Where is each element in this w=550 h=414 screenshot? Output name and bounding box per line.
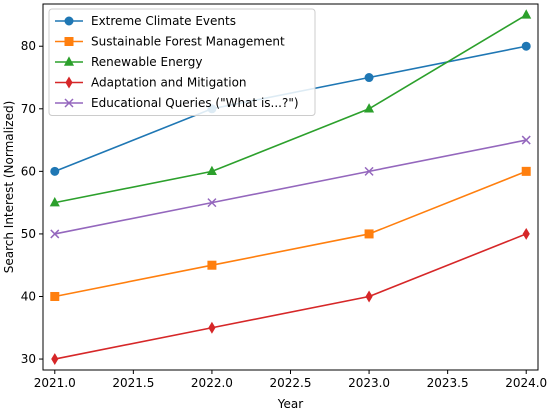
- adaptation-and-mitigation-point: [51, 353, 59, 366]
- legend-item-educational-queries-what-is: Educational Queries ("What is...?"): [55, 96, 299, 110]
- legend-item-sustainable-forest-management: Sustainable Forest Management: [55, 35, 285, 49]
- educational-queries-what-is-point: [50, 229, 60, 239]
- legend-label: Adaptation and Mitigation: [91, 76, 247, 90]
- legend-item-renewable-energy: Renewable Energy: [55, 55, 203, 69]
- x-tick-label: 2022.0: [191, 376, 233, 390]
- educational-queries-what-is-line: [54, 139, 527, 235]
- series-sustainable-forest-management: [50, 166, 531, 301]
- adaptation-and-mitigation-point: [522, 227, 530, 240]
- y-tick-label: 60: [21, 164, 36, 178]
- legend-marker: [64, 98, 74, 108]
- renewable-energy-point: [206, 165, 217, 176]
- extreme-climate-events-point: [364, 73, 374, 83]
- x-tick-label: 2021.5: [112, 376, 154, 390]
- renewable-energy-point: [364, 103, 375, 113]
- x-tick-label: 2024.0: [505, 376, 547, 390]
- renewable-energy-point: [49, 196, 60, 207]
- renewable-energy-point: [521, 9, 532, 19]
- extreme-climate-events-point: [521, 41, 531, 51]
- x-tick-label: 2023.0: [348, 376, 390, 390]
- x-axis-label: Year: [277, 397, 303, 411]
- renewable-energy-line: [54, 14, 527, 204]
- legend-marker: [64, 16, 74, 26]
- legend-label: Educational Queries ("What is...?"): [91, 96, 299, 110]
- educational-queries-what-is-point: [364, 166, 374, 176]
- sustainable-forest-management-point: [50, 291, 60, 301]
- x-tick-label: 2021.0: [34, 376, 76, 390]
- y-tick-label: 30: [21, 352, 36, 366]
- x-axis: 2021.0 2021.5 2022.0 2022.5 2023.0 2023.5 2024…: [34, 370, 547, 390]
- legend-marker: [63, 56, 75, 66]
- adaptation-and-mitigation-point: [365, 290, 373, 303]
- legend: Extreme Climate Events Sustainable Forest…: [48, 8, 316, 116]
- series-renewable-energy: [49, 9, 532, 207]
- extreme-climate-events-point: [50, 166, 60, 176]
- legend-item-extreme-climate-events: Extreme Climate Events: [55, 14, 236, 28]
- adaptation-and-mitigation-line: [54, 233, 527, 360]
- y-axis: 30 40 50 60 70 80: [21, 39, 43, 366]
- legend-marker: [65, 76, 73, 89]
- sustainable-forest-management-point: [364, 229, 374, 239]
- x-tick-label: 2022.5: [270, 376, 312, 390]
- sustainable-forest-management-line: [54, 170, 527, 298]
- y-tick-label: 70: [21, 102, 36, 116]
- legend-label: Sustainable Forest Management: [91, 35, 285, 49]
- sustainable-forest-management-point: [521, 166, 531, 176]
- series-educational-queries-what-is: [50, 135, 531, 239]
- y-tick-label: 80: [21, 39, 36, 53]
- sustainable-forest-management-point: [207, 260, 217, 270]
- educational-queries-what-is-point: [521, 135, 531, 145]
- x-tick-label: 2023.5: [427, 376, 469, 390]
- y-tick-label: 50: [21, 227, 36, 241]
- legend-marker: [64, 37, 74, 46]
- series-layer: [49, 9, 532, 366]
- series-adaptation-and-mitigation: [51, 227, 530, 366]
- educational-queries-what-is-point: [207, 198, 217, 208]
- legend-label: Renewable Energy: [91, 55, 203, 69]
- y-tick-label: 40: [21, 289, 36, 303]
- legend-label: Extreme Climate Events: [91, 14, 236, 28]
- legend-box: [48, 8, 316, 116]
- y-axis-label: Search Interest (Normalized): [2, 101, 16, 274]
- legend-item-adaptation-and-mitigation: Adaptation and Mitigation: [55, 76, 247, 90]
- adaptation-and-mitigation-point: [208, 321, 216, 334]
